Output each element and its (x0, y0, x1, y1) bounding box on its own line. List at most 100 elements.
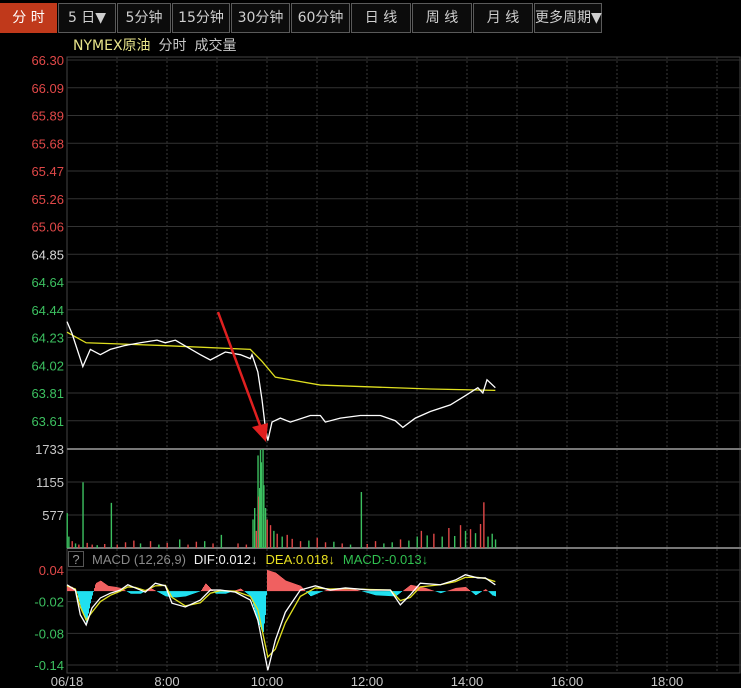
macd-histogram-bar (483, 590, 484, 592)
volume-bar[interactable] (299, 541, 302, 548)
volume-bar[interactable] (82, 482, 84, 548)
time-tick-label: 12:00 (351, 674, 384, 688)
volume-bar[interactable] (66, 513, 68, 548)
volume-bar[interactable] (104, 544, 106, 548)
volume-bar[interactable] (195, 541, 198, 548)
volume-bar[interactable] (341, 543, 343, 548)
volume-bar[interactable] (71, 541, 73, 548)
volume-bar[interactable] (149, 541, 152, 548)
volume-bar[interactable] (308, 540, 310, 548)
volume-bar[interactable] (166, 542, 168, 548)
macd-histogram-bar (207, 584, 208, 592)
mode-label[interactable]: 分时 (158, 38, 187, 54)
macd-histogram-bar (90, 591, 91, 604)
volume-bar[interactable] (258, 496, 260, 548)
volume-bar[interactable] (245, 544, 248, 548)
volume-bar[interactable] (464, 530, 467, 548)
volume-bar[interactable] (110, 502, 113, 548)
volume-bar[interactable] (360, 492, 363, 548)
volume-bar[interactable] (448, 528, 450, 548)
volume-bar[interactable] (333, 541, 335, 548)
volume-bar[interactable] (255, 530, 258, 548)
volume-bar[interactable] (252, 519, 254, 548)
volume-bar[interactable] (187, 544, 189, 548)
volume-bar[interactable] (237, 543, 239, 548)
volume-bar[interactable] (349, 544, 352, 548)
average-price-line[interactable] (66, 331, 496, 392)
dea-line[interactable] (66, 576, 496, 659)
volume-bar[interactable] (459, 525, 462, 548)
volume-bar[interactable] (374, 541, 377, 548)
volume-bar[interactable] (286, 534, 288, 548)
volume-bar[interactable] (262, 449, 264, 548)
volume-bar[interactable] (139, 543, 142, 548)
volume-bar[interactable] (204, 541, 206, 548)
volume-bar[interactable] (416, 536, 418, 548)
volume-bar[interactable] (74, 543, 77, 548)
volume-bar[interactable] (264, 508, 267, 548)
volume-bar[interactable] (408, 540, 410, 548)
price-line[interactable] (66, 321, 496, 441)
volume-bar[interactable] (276, 533, 278, 548)
volume-bar[interactable] (133, 540, 135, 548)
volume-label[interactable]: 成交量 (194, 38, 237, 54)
volume-bar[interactable] (212, 543, 214, 548)
volume-bar[interactable] (441, 536, 443, 548)
volume-bar[interactable] (257, 455, 259, 548)
volume-bar[interactable] (454, 536, 456, 548)
volume-bar[interactable] (420, 530, 423, 548)
period-button[interactable]: 5分钟 (117, 3, 171, 33)
volume-bar[interactable] (78, 544, 80, 548)
volume-bar[interactable] (281, 536, 283, 548)
volume-bar[interactable] (179, 539, 181, 548)
dif-line[interactable] (66, 574, 496, 671)
volume-bar[interactable] (324, 542, 327, 548)
volume-bar[interactable] (273, 530, 275, 548)
volume-bar[interactable] (263, 485, 265, 548)
volume-bar[interactable] (158, 544, 160, 548)
volume-bar[interactable] (487, 536, 489, 548)
macd-histogram-bar (414, 585, 415, 592)
volume-bar[interactable] (383, 543, 385, 548)
volume-bar[interactable] (96, 545, 98, 548)
volume-bar[interactable] (316, 537, 318, 548)
volume-bar[interactable] (474, 533, 477, 548)
volume-bar[interactable] (116, 544, 118, 548)
volume-bar[interactable] (91, 544, 93, 548)
volume-bar[interactable] (220, 534, 223, 548)
macd-histogram-bar (425, 587, 426, 592)
volume-bar[interactable] (291, 538, 293, 548)
volume-bar[interactable] (391, 542, 393, 548)
volume-bar[interactable] (469, 529, 472, 548)
volume-bar[interactable] (433, 533, 435, 548)
volume-bar[interactable] (494, 539, 497, 548)
volume-bar[interactable] (426, 535, 428, 548)
volume-bar[interactable] (259, 488, 261, 548)
period-button[interactable]: 月 线 (473, 3, 533, 33)
macd-histogram-bar (82, 591, 83, 612)
period-button[interactable]: 周 线 (412, 3, 472, 33)
period-button[interactable]: 分 时 (0, 3, 57, 33)
volume-bar[interactable] (68, 536, 70, 548)
volume-bar[interactable] (269, 525, 272, 548)
help-button[interactable]: ? (68, 551, 84, 567)
volume-bar[interactable] (254, 508, 256, 548)
macd-params[interactable]: MACD (12,26,9) (92, 551, 186, 567)
period-button[interactable]: 更多周期▼ (534, 3, 602, 33)
volume-bar[interactable] (491, 533, 493, 548)
volume-bar[interactable] (479, 524, 482, 548)
volume-bar[interactable] (266, 519, 268, 548)
volume-bar[interactable] (366, 544, 368, 548)
period-button[interactable]: 日 线 (351, 3, 411, 33)
volume-bar[interactable] (86, 542, 88, 548)
period-button[interactable]: 60分钟 (291, 3, 350, 33)
volume-bar[interactable] (399, 539, 402, 548)
volume-bar[interactable] (260, 462, 263, 548)
volume-bar[interactable] (259, 449, 262, 548)
period-button[interactable]: 30分钟 (231, 3, 290, 33)
volume-bar[interactable] (483, 502, 485, 548)
period-button[interactable]: 15分钟 (172, 3, 230, 33)
volume-bar[interactable] (124, 542, 127, 548)
period-button[interactable]: 5 日▼ (58, 3, 116, 33)
